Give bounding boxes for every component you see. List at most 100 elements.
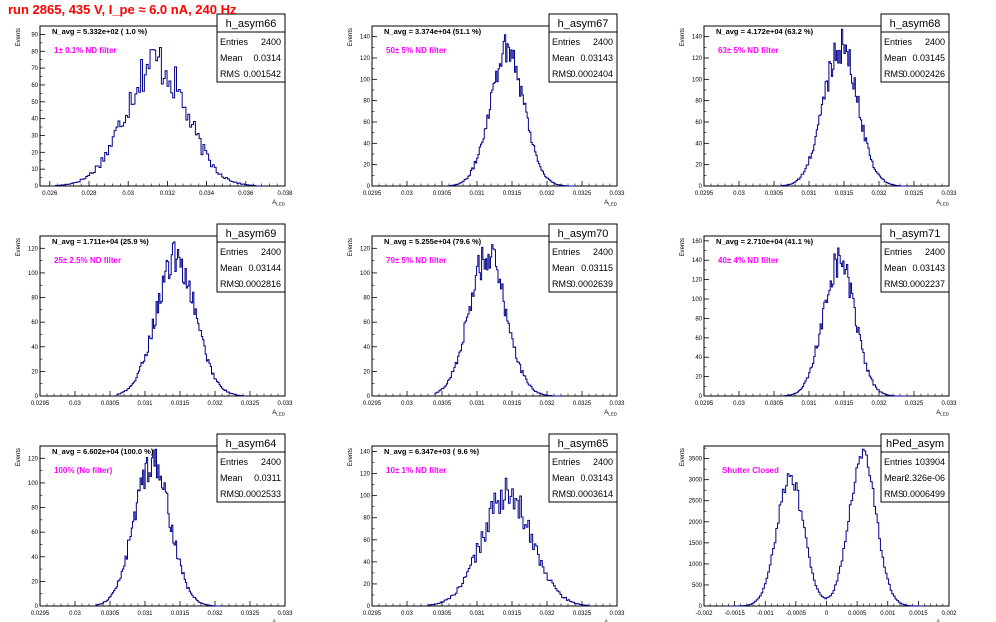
x-tick-label: 0.0305: [765, 401, 784, 407]
y-tick-label: 60: [363, 538, 370, 544]
x-axis-label: ALED: [936, 410, 950, 417]
histogram-name: h_asym71: [890, 228, 941, 240]
stats-value: 2400: [261, 247, 281, 257]
stats-value: 0.0002816: [238, 279, 281, 289]
stats-label: RMS: [884, 69, 904, 79]
y-tick-label: 60: [695, 336, 702, 342]
filter-annotation: 79± 5% ND filter: [386, 256, 446, 265]
y-tick-label: 100: [360, 494, 371, 500]
filter-annotation: Shutter Closed: [722, 466, 779, 475]
stats-value: 0.001542: [243, 69, 281, 79]
plot-frame: [39, 445, 286, 607]
y-tick-label: 80: [695, 316, 702, 322]
plot-frame: [371, 235, 618, 397]
stats-value: 0.0002426: [902, 69, 945, 79]
stats-label: RMS: [552, 279, 572, 289]
stats-label: Mean: [884, 263, 907, 273]
stats-label: RMS: [220, 279, 240, 289]
navg-label: N_avg = 6.347e+03 ( 9.6 %): [384, 447, 480, 456]
stats-label: RMS: [884, 489, 904, 499]
x-tick-label: 0.031: [801, 191, 817, 197]
x-tick-label: 0.0295: [363, 401, 382, 407]
stats-box-frame: [216, 223, 286, 293]
navg-label: N_avg = 4.172e+04 (63.2 %): [716, 27, 814, 36]
x-tick-label: -0.0005: [786, 611, 807, 617]
x-tick-label: 0.0295: [363, 611, 382, 617]
x-axis-label: ALED: [272, 410, 286, 417]
histogram-pad-h_asym70: 0.0295 0.03 0.0305 0.031 0.0315 0.032 0.0325 0.…: [348, 223, 625, 417]
x-tick-label: 0.033: [609, 401, 625, 407]
filter-annotation: 100% (No filter): [54, 466, 113, 475]
y-tick-label: 1500: [689, 541, 703, 547]
stats-box-frame: [216, 433, 286, 503]
x-tick-label: 0.032: [871, 401, 887, 407]
y-axis-label: Events: [16, 238, 22, 256]
y-tick-label: 40: [31, 555, 38, 561]
x-tick-label: 0.032: [539, 611, 555, 617]
stats-value: 103904: [915, 457, 945, 467]
y-tick-label: 80: [31, 506, 38, 512]
y-tick-label: 50: [31, 100, 38, 106]
stats-box: h_asym66 Entries 2400 Mean 0.0314 RMS 0.001542: [216, 13, 286, 83]
y-tick-label: 60: [363, 320, 370, 326]
stats-box: h_asym67 Entries 2400 Mean 0.03143 RMS0.00024…: [548, 13, 618, 83]
x-tick-label: 0.033: [941, 401, 957, 407]
y-tick-label: 20: [31, 369, 38, 375]
histogram-name: h_asym69: [226, 228, 277, 240]
stats-label: Entries: [220, 37, 249, 47]
y-tick-label: 60: [695, 120, 702, 126]
x-axis-label: ALED: [604, 200, 618, 207]
plot-frame: [39, 25, 286, 187]
y-tick-label: 80: [363, 516, 370, 522]
stats-box-frame: [548, 223, 618, 293]
y-tick-label: 20: [31, 150, 38, 156]
x-tick-label: 0.03: [401, 611, 413, 617]
x-tick-label: 0.03: [122, 191, 134, 197]
x-tick-label: 0.0325: [241, 611, 260, 617]
stats-value: 2400: [261, 37, 281, 47]
stats-value: 2400: [261, 457, 281, 467]
plot-frame: [703, 235, 950, 397]
y-tick-label: 20: [31, 579, 38, 585]
y-tick-label: 40: [363, 141, 370, 147]
stats-box-frame: [880, 223, 950, 293]
y-tick-label: 60: [31, 530, 38, 536]
x-tick-label: 0.03: [69, 401, 81, 407]
filter-annotation: 50± 5% ND filter: [386, 46, 446, 55]
y-tick-label: 120: [360, 56, 371, 62]
x-tick-label: 0.0315: [171, 611, 190, 617]
y-tick-label: 10: [31, 167, 38, 173]
plot-frame: [39, 235, 286, 397]
stats-value: 0.0002533: [238, 489, 281, 499]
y-tick-label: 0: [699, 184, 703, 190]
histogram-curve: [780, 28, 907, 187]
plot-frame: [703, 25, 950, 187]
y-tick-label: 60: [363, 120, 370, 126]
x-tick-label: 0.0325: [573, 191, 592, 197]
y-tick-label: 20: [695, 163, 702, 169]
stats-value: 0.0003614: [570, 489, 613, 499]
stats-label: Entries: [552, 457, 581, 467]
y-tick-label: 3500: [689, 457, 703, 463]
x-tick-label: 0.034: [199, 191, 215, 197]
y-tick-label: 60: [31, 83, 38, 89]
x-tick-label: 0.031: [469, 401, 485, 407]
y-tick-label: 40: [31, 345, 38, 351]
y-axis-label: Events: [348, 448, 354, 466]
stats-label: Mean: [552, 53, 575, 63]
y-tick-label: 70: [31, 66, 38, 72]
y-tick-label: 100: [28, 481, 39, 487]
stats-box: h_asym68 Entries 2400 Mean 0.03145 RMS0.00024…: [880, 13, 950, 83]
y-axis-label: Events: [16, 28, 22, 46]
stats-box-frame: [548, 13, 618, 83]
x-tick-label: 0.038: [277, 191, 293, 197]
y-tick-label: 160: [692, 239, 703, 245]
x-tick-label: 0.032: [539, 191, 555, 197]
y-tick-label: 40: [31, 117, 38, 123]
x-tick-label: 0.032: [160, 191, 176, 197]
navg-label: N_avg = 6.602e+04 (100.0 %): [52, 447, 154, 456]
filter-annotation: 25± 2.5% ND filter: [54, 256, 121, 265]
y-tick-label: 40: [695, 141, 702, 147]
y-axis-label: Events: [348, 28, 354, 46]
